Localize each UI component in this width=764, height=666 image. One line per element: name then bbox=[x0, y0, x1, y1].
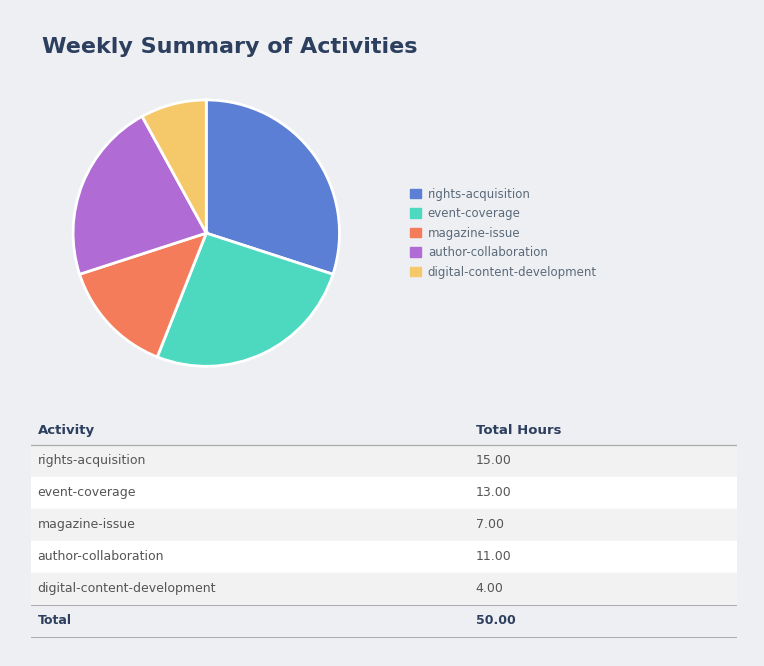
Bar bbox=[31, 573, 737, 605]
Wedge shape bbox=[142, 100, 206, 233]
Text: Activity: Activity bbox=[37, 424, 95, 437]
Text: 50.00: 50.00 bbox=[476, 614, 516, 627]
Text: 15.00: 15.00 bbox=[476, 454, 512, 468]
Bar bbox=[31, 509, 737, 541]
Bar bbox=[31, 541, 737, 573]
Text: Weekly Summary of Activities: Weekly Summary of Activities bbox=[42, 37, 417, 57]
Wedge shape bbox=[206, 100, 339, 274]
Text: rights-acquisition: rights-acquisition bbox=[37, 454, 146, 468]
Bar bbox=[31, 445, 737, 477]
Text: event-coverage: event-coverage bbox=[37, 486, 136, 500]
Text: author-collaboration: author-collaboration bbox=[37, 550, 164, 563]
Wedge shape bbox=[157, 233, 333, 366]
Text: digital-content-development: digital-content-development bbox=[37, 582, 216, 595]
Text: magazine-issue: magazine-issue bbox=[37, 518, 135, 531]
Legend: rights-acquisition, event-coverage, magazine-issue, author-collaboration, digita: rights-acquisition, event-coverage, maga… bbox=[406, 183, 601, 283]
Text: 7.00: 7.00 bbox=[476, 518, 503, 531]
Text: 11.00: 11.00 bbox=[476, 550, 512, 563]
Wedge shape bbox=[79, 233, 206, 357]
Text: 13.00: 13.00 bbox=[476, 486, 512, 500]
Bar bbox=[31, 477, 737, 509]
Text: Total: Total bbox=[37, 614, 72, 627]
Text: Total Hours: Total Hours bbox=[476, 424, 562, 437]
Wedge shape bbox=[73, 117, 206, 274]
Text: 4.00: 4.00 bbox=[476, 582, 503, 595]
